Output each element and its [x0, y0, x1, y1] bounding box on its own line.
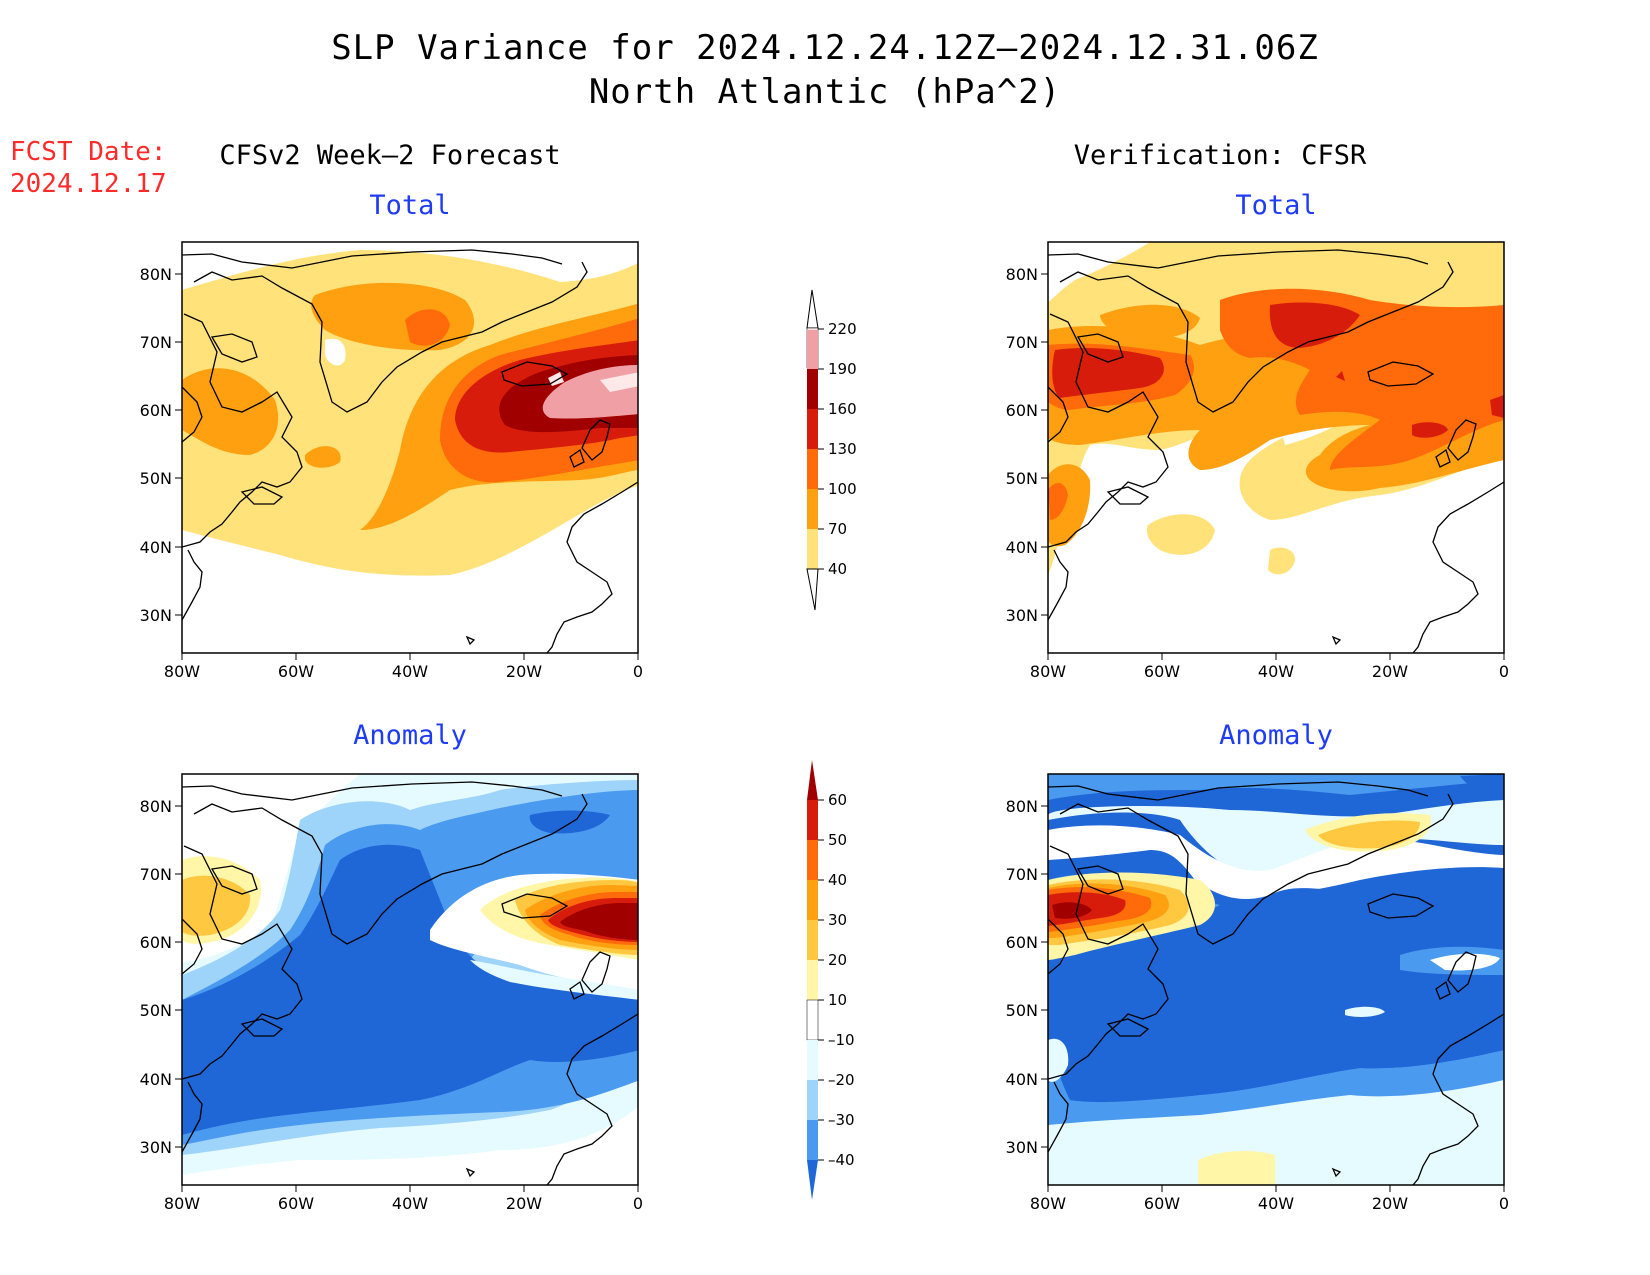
lat-label: 70N — [1006, 333, 1038, 352]
colorbar-label: 40 — [828, 871, 847, 889]
lat-label: 60N — [1006, 401, 1038, 420]
colorbar-label: 160 — [828, 400, 857, 418]
lat-label: 60N — [140, 401, 172, 420]
lon-label: 0 — [633, 662, 643, 681]
lon-label: 20W — [1372, 662, 1408, 681]
lon-label: 80W — [164, 662, 200, 681]
lat-label: 50N — [1006, 469, 1038, 488]
colorbar-label: 20 — [828, 951, 847, 969]
lat-label: 70N — [140, 333, 172, 352]
colorbar-label: 60 — [828, 791, 847, 809]
lat-label: 30N — [1006, 606, 1038, 625]
colorbar-label: 100 — [828, 480, 857, 498]
lat-label: 80N — [140, 265, 172, 284]
fcst-date: 2024.12.17 — [10, 169, 167, 199]
lat-label: 40N — [140, 538, 172, 557]
lon-label: 60W — [1144, 662, 1180, 681]
column-title-forecast: CFSv2 Week–2 Forecast — [219, 140, 561, 171]
lat-label: 70N — [1006, 865, 1038, 884]
column-title-verification: Verification: CFSR — [1073, 140, 1367, 171]
map-verification-total — [1048, 242, 1504, 653]
colorbar-label: 190 — [828, 360, 857, 378]
lon-label: 0 — [1499, 1194, 1509, 1213]
colorbar-label: 50 — [828, 831, 847, 849]
colorbar-anomaly-labels: 60 50 40 30 20 10 –10 –20 –30 –40 — [818, 791, 855, 1169]
axes-labels: 80N 70N 60N 50N 40N 30N 80W 60W 40W 20W 0 80N 70N 60N… — [140, 265, 1509, 1213]
lat-label: 30N — [140, 606, 172, 625]
lat-label: 30N — [1006, 1138, 1038, 1157]
lon-label: 0 — [1499, 662, 1509, 681]
map-verification-anomaly — [1048, 774, 1504, 1185]
lat-label: 40N — [140, 1070, 172, 1089]
lon-label: 0 — [633, 1194, 643, 1213]
lon-label: 40W — [1258, 662, 1294, 681]
lon-label: 60W — [278, 1194, 314, 1213]
lon-label: 80W — [1030, 662, 1066, 681]
lat-label: 30N — [140, 1138, 172, 1157]
main-subtitle: North Atlantic (hPa^2) — [588, 72, 1062, 112]
colorbar-label: 30 — [828, 911, 847, 929]
panel-title-verification-anomaly: Anomaly — [1219, 720, 1333, 751]
lon-label: 20W — [1372, 1194, 1408, 1213]
colorbar-label: 40 — [828, 560, 847, 578]
colorbar-label: 70 — [828, 520, 847, 538]
lat-label: 50N — [140, 469, 172, 488]
colorbar-label: 130 — [828, 440, 857, 458]
panel-title-forecast-anomaly: Anomaly — [353, 720, 467, 751]
lat-label: 60N — [140, 933, 172, 952]
map-forecast-anomaly — [182, 774, 638, 1185]
lat-label: 80N — [140, 797, 172, 816]
colorbar-label: –20 — [828, 1071, 855, 1089]
fcst-label: FCST Date: — [10, 137, 167, 167]
panel-title-forecast-total: Total — [369, 190, 451, 221]
lat-label: 40N — [1006, 538, 1038, 557]
colorbar-total-labels: 220 190 160 130 100 70 40 — [818, 320, 857, 578]
lon-label: 80W — [1030, 1194, 1066, 1213]
lat-label: 80N — [1006, 265, 1038, 284]
lat-label: 60N — [1006, 933, 1038, 952]
lon-label: 40W — [1258, 1194, 1294, 1213]
colorbar-label: 10 — [828, 991, 847, 1009]
lat-label: 50N — [1006, 1001, 1038, 1020]
axes-ticks — [175, 273, 1505, 1192]
lon-label: 20W — [506, 662, 542, 681]
main-title: SLP Variance for 2024.12.24.12Z–2024.12.… — [331, 28, 1319, 68]
colorbar-label: –10 — [828, 1031, 855, 1049]
colorbar-label: –30 — [828, 1111, 855, 1129]
map-forecast-total — [182, 242, 638, 653]
panel-title-verification-total: Total — [1235, 190, 1317, 221]
lon-label: 60W — [278, 662, 314, 681]
lon-label: 40W — [392, 662, 428, 681]
lon-label: 20W — [506, 1194, 542, 1213]
lat-label: 50N — [140, 1001, 172, 1020]
lat-label: 40N — [1006, 1070, 1038, 1089]
colorbar-label: 220 — [828, 320, 857, 338]
lon-label: 60W — [1144, 1194, 1180, 1213]
lat-label: 80N — [1006, 797, 1038, 816]
lon-label: 40W — [392, 1194, 428, 1213]
lat-label: 70N — [140, 865, 172, 884]
colorbar-total — [806, 289, 819, 611]
lon-label: 80W — [164, 1194, 200, 1213]
colorbar-anomaly — [806, 760, 819, 1200]
colorbar-label: –40 — [828, 1151, 855, 1169]
